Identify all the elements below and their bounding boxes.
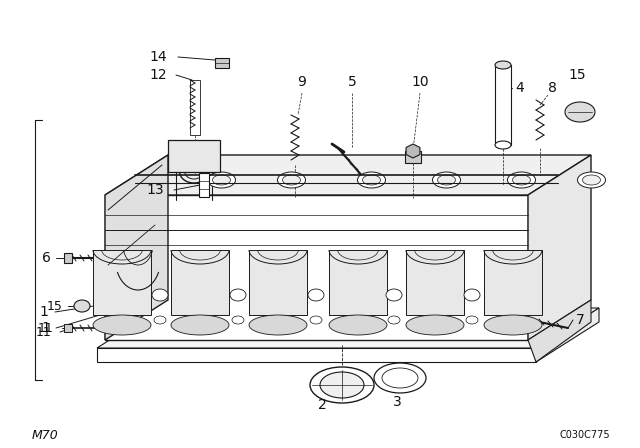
Ellipse shape — [484, 315, 542, 335]
Ellipse shape — [382, 368, 418, 388]
Polygon shape — [97, 308, 599, 348]
Text: 15: 15 — [568, 68, 586, 82]
Ellipse shape — [154, 316, 166, 324]
Ellipse shape — [388, 316, 400, 324]
Polygon shape — [528, 155, 591, 340]
Bar — [484, 250, 542, 315]
Bar — [64, 324, 72, 332]
Ellipse shape — [230, 289, 246, 301]
Text: 5: 5 — [348, 75, 356, 89]
Text: 10: 10 — [411, 75, 429, 89]
Polygon shape — [105, 195, 528, 340]
Text: 11: 11 — [38, 322, 54, 335]
Polygon shape — [528, 300, 591, 362]
Ellipse shape — [249, 315, 307, 335]
Text: 11: 11 — [36, 326, 52, 339]
Ellipse shape — [438, 175, 456, 185]
Bar — [64, 253, 72, 263]
Text: 9: 9 — [298, 75, 307, 89]
Ellipse shape — [433, 172, 461, 188]
Polygon shape — [105, 155, 168, 340]
Ellipse shape — [513, 175, 531, 185]
Ellipse shape — [74, 300, 90, 312]
Text: 1: 1 — [42, 321, 51, 335]
Ellipse shape — [565, 102, 595, 122]
Bar — [215, 58, 229, 68]
Bar — [329, 250, 387, 315]
Ellipse shape — [171, 315, 229, 335]
Polygon shape — [536, 308, 599, 362]
Ellipse shape — [495, 141, 511, 149]
Bar — [171, 250, 229, 315]
Ellipse shape — [308, 289, 324, 301]
Text: 8: 8 — [548, 81, 556, 95]
Ellipse shape — [329, 315, 387, 335]
Bar — [495, 65, 511, 145]
Ellipse shape — [374, 363, 426, 393]
Ellipse shape — [232, 316, 244, 324]
Bar — [93, 250, 151, 315]
Ellipse shape — [310, 367, 374, 403]
Polygon shape — [97, 348, 536, 362]
Ellipse shape — [386, 289, 402, 301]
Ellipse shape — [508, 172, 536, 188]
Text: 4: 4 — [516, 81, 524, 95]
Ellipse shape — [320, 372, 364, 398]
Ellipse shape — [212, 175, 230, 185]
Polygon shape — [105, 155, 591, 195]
Text: 6: 6 — [42, 251, 51, 265]
Ellipse shape — [358, 172, 385, 188]
Bar — [406, 250, 464, 315]
Text: 13: 13 — [146, 183, 164, 197]
Ellipse shape — [207, 172, 236, 188]
Polygon shape — [406, 144, 420, 158]
Ellipse shape — [464, 289, 480, 301]
Bar — [405, 151, 421, 163]
Ellipse shape — [466, 316, 478, 324]
Ellipse shape — [495, 61, 511, 69]
Ellipse shape — [362, 175, 381, 185]
Ellipse shape — [310, 316, 322, 324]
Text: 14: 14 — [149, 50, 167, 64]
Text: 15: 15 — [47, 300, 63, 313]
Bar — [190, 80, 200, 135]
Text: 2: 2 — [317, 398, 326, 412]
Ellipse shape — [152, 289, 168, 301]
Ellipse shape — [282, 175, 301, 185]
Ellipse shape — [278, 172, 305, 188]
Bar — [199, 173, 209, 197]
Bar — [249, 250, 307, 315]
Text: 3: 3 — [392, 395, 401, 409]
Text: M70: M70 — [32, 428, 59, 441]
Ellipse shape — [406, 315, 464, 335]
Bar — [168, 140, 220, 172]
Ellipse shape — [577, 172, 605, 188]
Text: 12: 12 — [149, 68, 167, 82]
Text: 7: 7 — [575, 313, 584, 327]
Text: 1: 1 — [40, 305, 49, 319]
Text: C030C775: C030C775 — [559, 430, 610, 440]
Ellipse shape — [582, 175, 600, 185]
Ellipse shape — [93, 315, 151, 335]
